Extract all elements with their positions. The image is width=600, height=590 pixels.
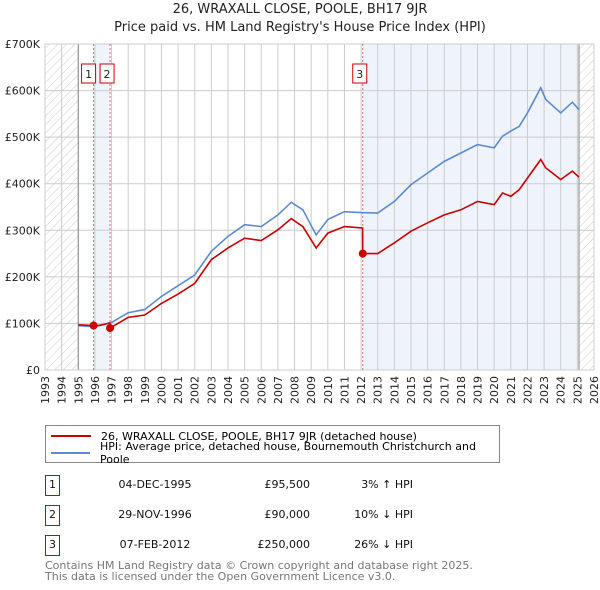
- sale-price: £95,500: [264, 478, 311, 491]
- legend: 26, WRAXALL CLOSE, POOLE, BH17 9JR (deta…: [45, 425, 500, 466]
- sale-date: 07-FEB-2012: [119, 538, 191, 551]
- x-tick-label: 2004: [222, 376, 235, 404]
- sale-point: [89, 321, 98, 330]
- x-tick-label: 1998: [122, 376, 135, 404]
- legend-item-property: 26, WRAXALL CLOSE, POOLE, BH17 9JR (deta…: [51, 428, 417, 444]
- y-tick-label: £700K: [5, 38, 41, 51]
- y-tick-label: £300K: [5, 224, 41, 237]
- sale-label-number: 2: [104, 68, 111, 81]
- x-tick-label: 2014: [388, 376, 401, 404]
- x-tick-label: 2005: [239, 376, 252, 404]
- sale-number: 1: [45, 475, 60, 496]
- x-tick-label: 2000: [155, 376, 168, 404]
- x-tick-label: 2019: [472, 376, 485, 404]
- sale-row: 2 29-NOV-1996 £90,000 10% ↓ HPI: [45, 505, 445, 526]
- sale-price: £90,000: [264, 508, 311, 521]
- footer-copyright: Contains HM Land Registry data © Crown c…: [45, 559, 473, 572]
- legend-label: 26, WRAXALL CLOSE, POOLE, BH17 9JR (deta…: [101, 429, 417, 443]
- x-tick-label: 1994: [56, 376, 69, 404]
- sale-label-number: 3: [356, 68, 363, 81]
- x-tick-label: 2001: [172, 376, 185, 404]
- x-tick-label: 2006: [255, 376, 268, 404]
- y-tick-label: £500K: [5, 131, 41, 144]
- x-tick-label: 2026: [588, 376, 600, 404]
- y-tick-label: £400K: [5, 178, 41, 191]
- x-tick-label: 1996: [89, 376, 102, 404]
- sale-row: 3 07-FEB-2012 £250,000 26% ↓ HPI: [45, 535, 445, 556]
- sale-date: 29-NOV-1996: [118, 508, 192, 521]
- legend-swatch-blue: [51, 452, 91, 454]
- legend-item-hpi: HPI: Average price, detached house, Bour…: [51, 440, 499, 466]
- x-tick-label: 2018: [455, 376, 468, 404]
- sale-point: [106, 324, 115, 333]
- x-tick-label: 1997: [106, 376, 119, 404]
- legend-label: HPI: Average price, detached house, Bour…: [100, 440, 476, 466]
- sale-number: 2: [45, 505, 60, 526]
- sale-hpi-diff: 3% ↑ HPI: [361, 478, 413, 491]
- no-data-hatch: [579, 44, 594, 370]
- chart-subtitle: Price paid vs. HM Land Registry's House …: [114, 20, 486, 35]
- x-tick-label: 2023: [538, 376, 551, 404]
- sale-label-box: [81, 63, 97, 84]
- sale-hpi-diff: 10% ↓ HPI: [354, 508, 413, 521]
- sale-period-shade: [362, 44, 580, 370]
- x-tick-label: 1993: [39, 376, 52, 404]
- sale-date: 04-DEC-1995: [118, 478, 192, 491]
- x-tick-label: 2003: [205, 376, 218, 404]
- y-tick-label: £100K: [5, 317, 41, 330]
- y-tick-label: £0: [26, 364, 40, 377]
- x-tick-label: 2010: [322, 376, 335, 404]
- x-tick-label: 1995: [72, 376, 85, 404]
- legend-swatch-red: [51, 435, 91, 437]
- x-tick-label: 2008: [289, 376, 302, 404]
- plot-border: [44, 43, 595, 371]
- chart-title: 26, WRAXALL CLOSE, POOLE, BH17 9JR: [172, 2, 428, 17]
- x-tick-label: 2002: [189, 376, 202, 404]
- x-tick-label: 2012: [355, 376, 368, 404]
- x-tick-label: 2016: [422, 376, 435, 404]
- sale-hpi-diff: 26% ↓ HPI: [354, 538, 413, 551]
- x-tick-label: 2007: [272, 376, 285, 404]
- x-tick-label: 2017: [438, 376, 451, 404]
- sale-label-box: [99, 63, 115, 84]
- x-tick-label: 2013: [372, 376, 385, 404]
- x-tick-label: 1999: [139, 376, 152, 404]
- sale-number: 3: [45, 535, 60, 556]
- x-tick-label: 2015: [405, 376, 418, 404]
- sale-point: [358, 249, 367, 258]
- sale-period-shade: [93, 44, 111, 370]
- x-tick-label: 2009: [305, 376, 318, 404]
- hpi-line: [78, 85, 580, 328]
- sale-price: £250,000: [257, 538, 311, 551]
- y-tick-label: £200K: [5, 271, 41, 284]
- x-tick-label: 2024: [555, 376, 568, 404]
- x-tick-label: 2022: [521, 376, 534, 404]
- y-tick-label: £600K: [5, 85, 41, 98]
- sale-label-number: 1: [85, 68, 92, 81]
- x-tick-label: 2025: [571, 376, 584, 404]
- x-tick-label: 2021: [505, 376, 518, 404]
- sale-row: 1 04-DEC-1995 £95,500 3% ↑ HPI: [45, 475, 445, 496]
- x-tick-label: 2020: [488, 376, 501, 404]
- price-paid-line: [78, 158, 580, 330]
- chart-plot: 1993 1994 1995 1996 1997 1998 1999 2000 2001 2002…: [5, 38, 600, 404]
- footer-licence: This data is licensed under the Open Gov…: [45, 570, 396, 583]
- sale-label-box: [352, 63, 368, 84]
- x-tick-label: 2011: [338, 376, 351, 404]
